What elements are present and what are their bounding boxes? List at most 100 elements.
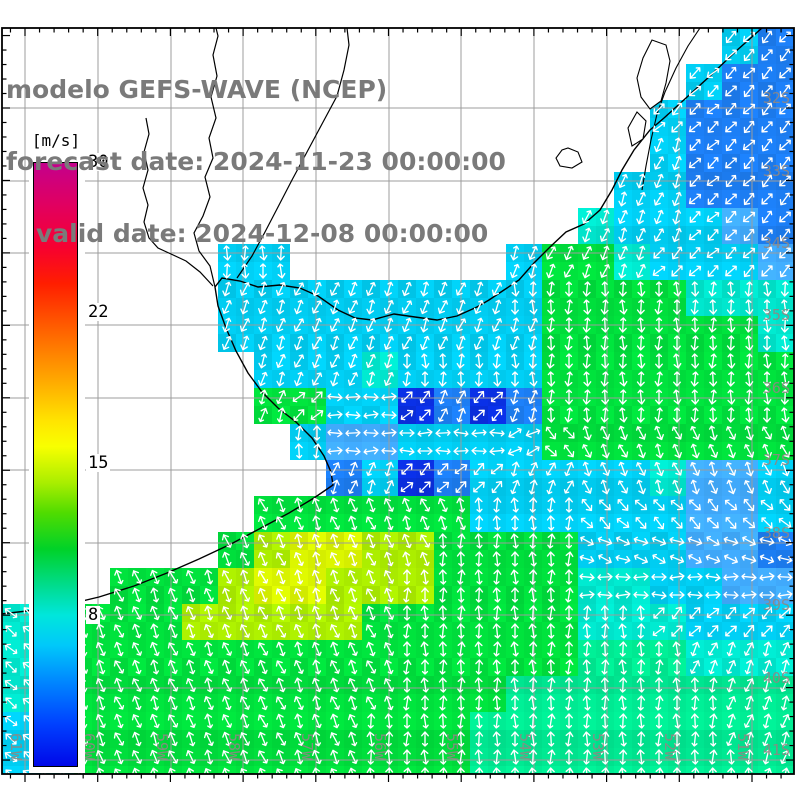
direction-arrow [293, 318, 305, 332]
direction-arrow [437, 463, 449, 475]
direction-arrow [633, 572, 649, 581]
direction-arrow [420, 605, 429, 621]
direction-arrow [672, 443, 682, 459]
direction-arrow [687, 572, 703, 581]
direction-arrow [601, 281, 610, 297]
direction-arrow [421, 767, 429, 774]
direction-arrow [257, 534, 269, 548]
direction-arrow [743, 192, 755, 206]
direction-arrow [565, 281, 573, 297]
direction-arrow [672, 191, 682, 207]
direction-arrow [347, 678, 358, 692]
direction-arrow [221, 534, 232, 548]
direction-arrow [4, 751, 18, 763]
direction-arrow [761, 121, 773, 133]
direction-arrow [651, 591, 667, 600]
direction-arrow [491, 480, 503, 494]
direction-arrow [759, 554, 775, 564]
direction-arrow [258, 371, 268, 387]
direction-arrow [527, 318, 538, 332]
direction-arrow [781, 371, 790, 387]
direction-arrow [383, 606, 394, 620]
direction-arrow [600, 426, 611, 440]
direction-arrow [690, 443, 700, 459]
direction-arrow [420, 749, 429, 765]
direction-arrow [276, 569, 286, 585]
direction-arrow [709, 407, 718, 423]
direction-arrow [222, 281, 232, 297]
direction-arrow [636, 335, 645, 351]
direction-arrow [221, 300, 232, 314]
direction-arrow [528, 407, 538, 423]
direction-arrow [457, 749, 466, 765]
direction-arrow [707, 265, 719, 277]
direction-arrow [763, 407, 771, 423]
direction-arrow [510, 389, 520, 405]
direction-arrow [619, 407, 628, 423]
direction-arrow [258, 389, 268, 405]
direction-arrow [384, 317, 394, 333]
direction-arrow [600, 605, 609, 621]
direction-arrow [383, 642, 394, 656]
direction-arrow [455, 318, 467, 332]
direction-arrow [403, 641, 411, 657]
direction-arrow [705, 590, 721, 599]
direction-arrow [456, 497, 466, 513]
direction-arrow [366, 335, 376, 351]
direction-arrow [276, 371, 286, 387]
direction-arrow [564, 245, 574, 261]
direction-arrow [439, 767, 448, 774]
direction-arrow [742, 175, 756, 187]
direction-arrow [403, 695, 412, 711]
lon-label: 51W [734, 733, 752, 761]
lon-label: 59W [153, 733, 171, 761]
direction-arrow [257, 606, 269, 620]
direction-arrow [780, 642, 791, 656]
direction-arrow [420, 335, 430, 351]
direction-arrow [438, 605, 447, 621]
direction-arrow [240, 299, 250, 315]
direction-arrow [312, 281, 322, 297]
direction-arrow [312, 587, 322, 603]
direction-arrow [726, 443, 736, 459]
direction-arrow [564, 371, 573, 387]
direction-arrow [727, 767, 736, 774]
direction-arrow [762, 749, 772, 765]
direction-arrow [366, 371, 376, 387]
direction-arrow [421, 371, 429, 387]
direction-arrow [725, 193, 737, 205]
direction-arrow [708, 389, 717, 405]
direction-arrow [258, 353, 268, 369]
direction-arrow [511, 515, 519, 531]
direction-arrow [438, 281, 448, 297]
direction-arrow [455, 282, 467, 296]
direction-arrow [725, 157, 737, 169]
direction-arrow [363, 410, 379, 419]
direction-arrow [744, 480, 755, 494]
direction-arrow [672, 227, 682, 243]
tick-layer [2, 28, 794, 782]
direction-arrow [744, 389, 753, 405]
direction-arrow [275, 516, 287, 530]
direction-arrow [690, 371, 699, 387]
lagoon [555, 147, 583, 169]
direction-arrow [672, 155, 682, 171]
direction-arrow [366, 767, 375, 774]
direction-arrow [203, 624, 214, 638]
direction-arrow [546, 623, 555, 639]
direction-arrow [636, 443, 646, 459]
direction-arrow [168, 731, 178, 747]
direction-arrow [565, 605, 573, 621]
direction-arrow [366, 497, 376, 513]
direction-arrow [601, 353, 610, 369]
direction-arrow [310, 409, 324, 421]
direction-arrow [636, 605, 645, 621]
direction-arrow [759, 591, 775, 599]
direction-arrow [529, 641, 538, 657]
direction-arrow [529, 497, 538, 513]
direction-arrow [597, 591, 613, 600]
direction-arrow [471, 429, 487, 438]
direction-arrow [419, 390, 431, 404]
direction-arrow [384, 659, 394, 675]
direction-arrow [654, 209, 664, 225]
